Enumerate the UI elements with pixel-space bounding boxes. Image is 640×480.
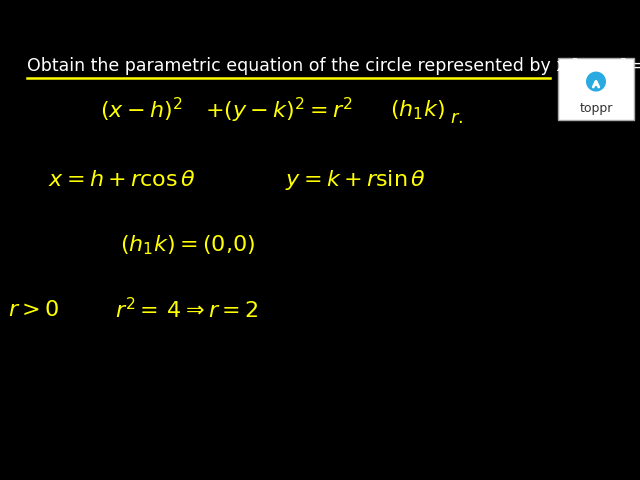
Text: $r > 0$: $r > 0$ bbox=[8, 300, 60, 320]
Text: $x = h + r\cos\theta$: $x = h + r\cos\theta$ bbox=[48, 170, 196, 190]
Text: $r^{2}{=}\,4 \Rightarrow r = 2$: $r^{2}{=}\,4 \Rightarrow r = 2$ bbox=[115, 298, 259, 323]
Text: $(x-h)^{2}$: $(x-h)^{2}$ bbox=[100, 96, 182, 124]
Text: $(h_{1}k) = (0{,}0)$: $(h_{1}k) = (0{,}0)$ bbox=[120, 233, 255, 257]
FancyBboxPatch shape bbox=[558, 58, 634, 120]
Text: $+ (y-k)^{2} = r^{2}$: $+ (y-k)^{2} = r^{2}$ bbox=[205, 96, 353, 125]
Text: $r.$: $r.$ bbox=[450, 109, 463, 127]
Circle shape bbox=[586, 72, 606, 92]
Text: $(h_{1}k)$: $(h_{1}k)$ bbox=[390, 98, 445, 122]
Text: $y = k + r\sin\theta$: $y = k + r\sin\theta$ bbox=[285, 168, 426, 192]
Text: Obtain the parametric equation of the circle represented by x ² + y ² = 4: Obtain the parametric equation of the ci… bbox=[27, 57, 640, 75]
Text: toppr: toppr bbox=[579, 102, 612, 115]
